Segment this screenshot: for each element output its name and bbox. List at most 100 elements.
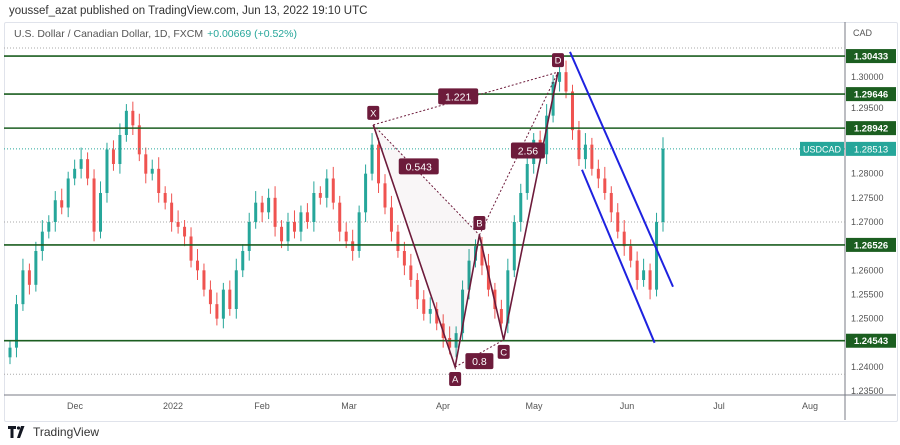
- candle-body: [118, 134, 122, 164]
- candle-body: [202, 270, 206, 290]
- candle-body: [267, 197, 271, 213]
- candle-body: [234, 270, 238, 309]
- candle-body: [27, 270, 31, 285]
- last-price-badge: [846, 141, 896, 156]
- pattern-ratio-label: 0.8: [472, 356, 487, 368]
- candle-body: [357, 212, 361, 251]
- candle-body: [150, 168, 154, 174]
- price-tick: 1.28000: [851, 169, 884, 179]
- candle-body: [292, 221, 296, 232]
- candle-body: [655, 221, 659, 290]
- candle-body: [570, 91, 574, 131]
- pattern-ratio-badge: [398, 158, 439, 175]
- candle-body: [512, 221, 516, 271]
- level-price-badge: [846, 333, 896, 348]
- pattern-point-label: C: [500, 347, 507, 358]
- pattern-ratio-badge: [438, 88, 479, 105]
- pattern-point-label: A: [452, 374, 459, 385]
- candle-body: [545, 115, 549, 155]
- candle-body: [60, 200, 64, 208]
- candle-body: [603, 178, 607, 193]
- pattern-point-badge: [367, 105, 380, 120]
- candle-body: [299, 212, 303, 232]
- level-price-badge: [846, 121, 896, 136]
- tradingview-logo-icon: [8, 426, 25, 438]
- price-tick: 1.30000: [851, 72, 884, 82]
- price-tick: 1.23500: [851, 386, 884, 396]
- pattern-ratio-label: 1.221: [445, 91, 471, 103]
- symbol-badge: [800, 141, 844, 156]
- candle-body: [221, 289, 225, 319]
- candle-body: [325, 178, 329, 198]
- candle-body: [642, 270, 646, 280]
- candle-body: [467, 260, 471, 290]
- candle-body: [480, 246, 484, 266]
- pattern-ratio-label: 2.56: [518, 145, 539, 157]
- level-price-label: 1.26526: [854, 240, 888, 251]
- candle-body: [86, 159, 90, 179]
- level-price-badge: [846, 237, 896, 252]
- pattern-point-label: D: [555, 56, 562, 67]
- candle-body: [92, 178, 96, 232]
- time-tick: Mar: [341, 401, 357, 411]
- candle-body: [47, 221, 51, 232]
- candle-body: [163, 192, 167, 203]
- pattern-ratio-badge: [465, 353, 494, 370]
- symbol-badge-label: USDCAD: [803, 144, 842, 154]
- trend-channel-line: [569, 51, 674, 288]
- candle-body: [629, 246, 633, 261]
- candle-body: [506, 270, 510, 324]
- candle-body: [312, 192, 316, 222]
- pattern-ratio-badge: [510, 142, 545, 159]
- candle-body: [215, 304, 219, 319]
- candle-body: [40, 231, 44, 251]
- candle-body: [195, 260, 199, 271]
- candle-body: [111, 149, 115, 164]
- candle-body: [616, 212, 620, 232]
- price-tick: 1.27000: [851, 217, 884, 227]
- candle-body: [338, 202, 342, 232]
- candle-body: [176, 221, 180, 227]
- candle-body: [596, 168, 600, 179]
- pattern-ratio-line: [454, 339, 504, 368]
- logo-text: TradingView: [33, 425, 100, 439]
- pattern-ratio-label: 0.543: [406, 161, 432, 173]
- candle-body: [499, 308, 503, 324]
- footer-logo[interactable]: TradingView: [8, 425, 99, 439]
- candle-body: [254, 202, 258, 222]
- candle-body: [389, 207, 393, 232]
- candle-body: [422, 299, 426, 314]
- time-tick: Jun: [620, 401, 635, 411]
- candle-body: [428, 308, 432, 314]
- candle-body: [183, 226, 187, 237]
- candle-body: [364, 173, 368, 213]
- candle-body: [53, 200, 57, 222]
- candle-body: [344, 231, 348, 242]
- price-tick: 1.24000: [851, 362, 884, 372]
- time-tick: May: [525, 401, 543, 411]
- price-change: +0.00669 (+0.52%): [207, 28, 297, 40]
- candle-body: [34, 250, 38, 285]
- candle-body: [79, 159, 83, 169]
- time-tick: Apr: [436, 401, 450, 411]
- candle-body: [208, 289, 212, 305]
- level-price-badge: [846, 87, 896, 102]
- time-tick: Feb: [254, 401, 270, 411]
- pattern-fill: [373, 124, 480, 367]
- candle-body: [590, 144, 594, 169]
- trend-channel-line: [581, 169, 656, 344]
- candle-body: [525, 163, 529, 193]
- candle-body: [583, 144, 587, 160]
- candle-body: [157, 168, 161, 193]
- candle-body: [144, 154, 148, 174]
- candle-body: [609, 192, 613, 213]
- candle-body: [331, 178, 335, 203]
- candle-body: [377, 144, 381, 184]
- price-tick: 1.27500: [851, 193, 884, 203]
- level-price-label: 1.29646: [854, 90, 888, 101]
- candle-body: [635, 260, 639, 280]
- level-price-label: 1.30433: [854, 52, 888, 63]
- candle-body: [564, 72, 568, 92]
- candle-body: [351, 241, 355, 251]
